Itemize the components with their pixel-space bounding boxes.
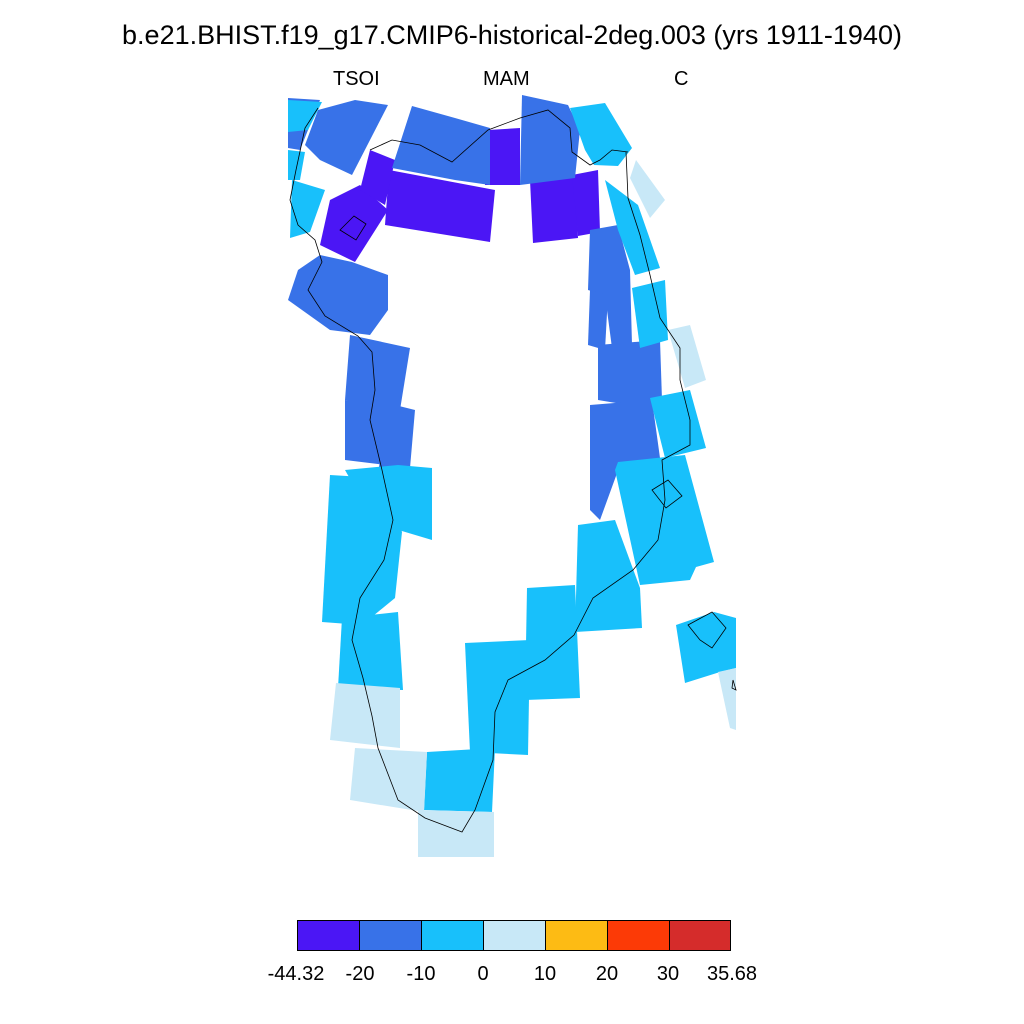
season-label: MAM xyxy=(483,68,530,90)
colorbar-bin-7 xyxy=(669,920,731,951)
map-cell xyxy=(605,180,660,275)
colorbar-bin-1 xyxy=(297,920,360,951)
map-cell xyxy=(650,390,706,458)
colorbar-label: 10 xyxy=(533,963,557,985)
map-cell xyxy=(588,290,608,350)
colorbar-bin-2 xyxy=(359,920,422,951)
map-cell xyxy=(615,455,714,585)
map-cell xyxy=(385,170,495,242)
map-cell xyxy=(338,612,403,690)
units-label: C xyxy=(674,68,689,90)
map-cell xyxy=(668,325,706,388)
map-cell xyxy=(575,520,642,632)
map-cell xyxy=(590,400,660,520)
map-cell xyxy=(322,475,402,625)
map-cell xyxy=(598,340,662,405)
colorbar-label: 0 xyxy=(477,963,489,985)
coastline xyxy=(289,107,737,833)
colorbar-label: 35.68 xyxy=(706,963,758,985)
colorbar-label: 20 xyxy=(595,963,619,985)
map-cell xyxy=(525,585,580,700)
data-cells xyxy=(288,95,736,857)
map-cell xyxy=(305,100,388,175)
variable-label: TSOI xyxy=(333,68,380,90)
map-cell xyxy=(418,810,494,857)
map-cell xyxy=(288,255,388,335)
colorbar-bin-5 xyxy=(545,920,608,951)
map-cell xyxy=(424,748,495,812)
colorbar-label: -20 xyxy=(345,963,375,985)
map-cell xyxy=(718,668,736,730)
map-cell xyxy=(632,280,668,348)
map-cell xyxy=(392,106,490,185)
map-cell xyxy=(530,175,578,243)
colorbar-label: -44.32 xyxy=(267,963,325,985)
colorbar-bin-3 xyxy=(421,920,484,951)
map-cell xyxy=(288,150,305,180)
map-cell xyxy=(320,185,388,262)
map-cell xyxy=(350,748,427,812)
map-cell xyxy=(485,128,520,185)
map-cell xyxy=(290,180,325,238)
map-title: b.e21.BHIST.f19_g17.CMIP6-historical-2de… xyxy=(122,20,902,50)
map-cell xyxy=(588,225,632,348)
map-cell xyxy=(630,160,665,218)
map-cell xyxy=(345,400,415,468)
map-cell xyxy=(360,150,395,205)
coastline-north xyxy=(369,109,629,166)
colorbar-bin-6 xyxy=(607,920,670,951)
colorbar-bin-4 xyxy=(483,920,546,951)
map-cell xyxy=(465,640,530,755)
colorbar-label: 30 xyxy=(656,963,680,985)
colorbar-label: -10 xyxy=(406,963,436,985)
map-cell xyxy=(676,612,736,683)
coastline-west xyxy=(289,107,691,833)
map-cell xyxy=(520,95,580,185)
map-cell xyxy=(288,100,322,132)
coastline-islands xyxy=(339,215,737,691)
map-cell xyxy=(345,335,410,410)
map-cell xyxy=(572,170,600,236)
map-cell xyxy=(330,683,400,748)
